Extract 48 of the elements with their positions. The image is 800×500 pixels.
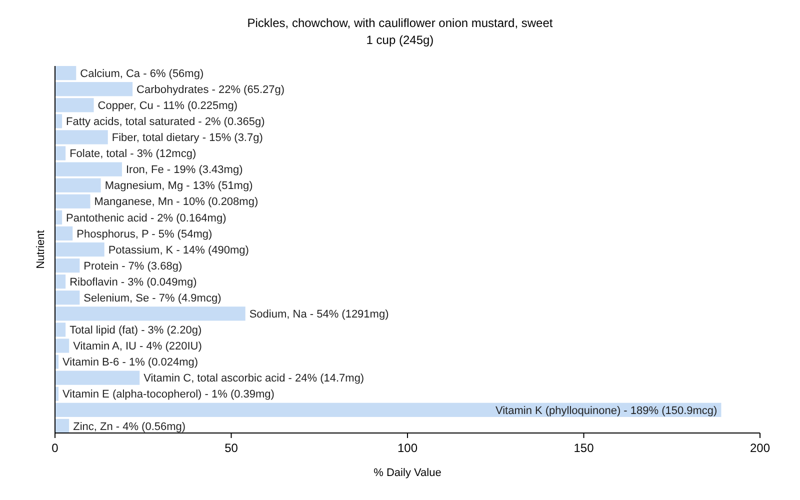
bar (55, 370, 140, 385)
y-tick-label: Calcium, Ca - 6% (56mg) (80, 68, 204, 80)
x-tick-label: 50 (224, 441, 238, 455)
y-tick-label: Copper, Cu - 11% (0.225mg) (98, 100, 238, 112)
x-tick-label: 200 (750, 441, 770, 455)
bar (55, 258, 80, 273)
y-tick-label: Vitamin E (alpha-tocopherol) - 1% (0.39mg) (62, 388, 274, 401)
bar (55, 402, 722, 417)
bar (55, 66, 76, 80)
bar (55, 226, 73, 241)
x-tick-label: 150 (574, 441, 594, 455)
y-tick-label: Potassium, K - 14% (490mg) (108, 244, 249, 256)
y-tick-label: Pantothenic acid - 2% (0.164mg) (66, 212, 226, 224)
y-tick-label: Vitamin A, IU - 4% (220IU) (73, 340, 202, 353)
bar (55, 194, 90, 208)
y-tick-label: Fatty acids, total saturated - 2% (0.365g) (66, 116, 265, 128)
y-tick-label: Manganese, Mn - 10% (0.208mg) (94, 196, 258, 208)
bar (55, 290, 80, 305)
y-tick-label: Riboflavin - 3% (0.049mg) (70, 276, 197, 288)
y-tick-label: Sodium, Na - 54% (1291mg) (249, 308, 389, 321)
bar (55, 114, 62, 128)
bar (55, 274, 66, 289)
y-axis-title: Nutrient (35, 230, 47, 269)
x-tick-label: 100 (397, 441, 418, 455)
bar (55, 242, 104, 257)
bar (55, 306, 246, 321)
x-tick-label: 0 (52, 441, 59, 455)
y-tick-label: Iron, Fe - 19% (3.43mg) (126, 164, 243, 176)
chart-subtitle: 1 cup (245g) (366, 33, 434, 47)
chart-title: Pickles, chowchow, with cauliflower onion mustard, sweet (247, 16, 554, 30)
y-tick-label: Carbohydrates - 22% (65.27g) (136, 84, 285, 96)
y-tick-label: Magnesium, Mg - 13% (51mg) (104, 180, 253, 192)
y-tick-label: Vitamin B-6 - 1% (0.024mg) (62, 356, 198, 369)
y-tick-label: Phosphorus, P - 5% (54mg) (76, 228, 212, 240)
y-tick-label: Folate, total - 3% (12mcg) (70, 148, 196, 160)
bar (55, 98, 94, 112)
y-tick-label: Protein - 7% (3.68g) (84, 260, 182, 272)
bar (55, 418, 70, 433)
bar (55, 82, 133, 96)
y-tick-label: Total lipid (fat) - 3% (2.20g) (70, 324, 202, 337)
y-tick-label: Selenium, Se - 7% (4.9mcg) (84, 292, 222, 304)
y-tick-label: Fiber, total dietary - 15% (3.7g) (112, 132, 263, 144)
y-tick-label: Vitamin C, total ascorbic acid - 24% (14.7mg) (144, 372, 364, 385)
y-tick-label: Vitamin K (phylloquinone) - 189% (150.9mcg) (495, 404, 718, 417)
y-tick-label: Zinc, Zn - 4% (0.56mg) (73, 420, 186, 433)
bar (55, 210, 62, 224)
bar (55, 178, 101, 192)
x-axis-title: % Daily Value (374, 467, 442, 479)
